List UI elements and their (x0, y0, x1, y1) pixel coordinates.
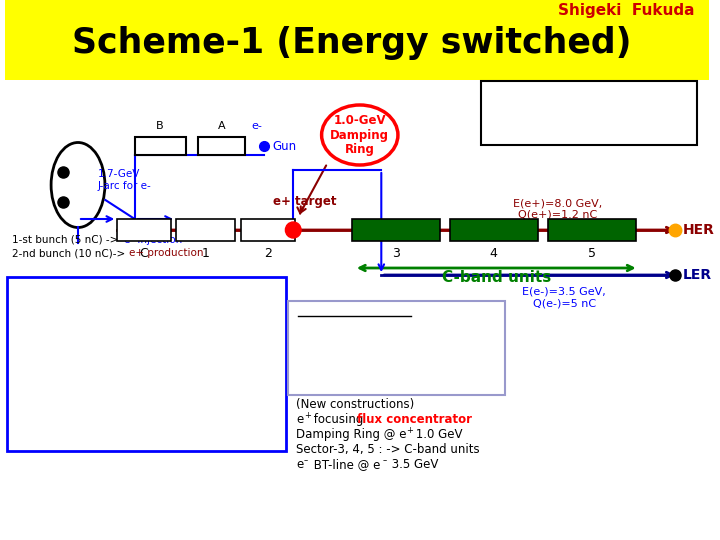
Text: +: + (304, 411, 311, 420)
Text: focusing: focusing (310, 413, 367, 426)
Text: e+ : 0.6 nC x 2 -> 1.2 nC x 1: e+ : 0.6 nC x 2 -> 1.2 nC x 1 (490, 102, 640, 112)
Bar (4, 0, 709, 80)
Text: e-: e- (251, 121, 263, 131)
Text: C-band units: C-band units (442, 270, 552, 285)
Text: e: e (296, 413, 303, 426)
Text: Shigeki  Fukuda: Shigeki Fukuda (558, 3, 694, 18)
Text: the gun are used for: the gun are used for (17, 330, 179, 344)
Text: –: – (304, 456, 308, 465)
Text: simultaneous injection of e-: simultaneous injection of e- (17, 349, 235, 363)
Text: e+ target: e+ target (273, 195, 337, 208)
Text: -> C-band: 2.56 GeV/sector: -> C-band: 2.56 GeV/sector (298, 345, 482, 358)
Text: e- : 1.0 nC x 1 -> 5.0 nC x1: e- : 1.0 nC x 1 -> 5.0 nC x1 (490, 116, 632, 126)
Text: 2: 2 (264, 247, 272, 260)
Text: e+ energy is boosted by the: e+ energy is boosted by the (17, 292, 238, 306)
Text: 1.7-GeV
J-arc for e-: 1.7-GeV J-arc for e- (98, 169, 151, 191)
FancyBboxPatch shape (481, 81, 697, 145)
Text: e: e (296, 458, 303, 471)
Bar (548, 219, 636, 241)
Text: 1.0 GeV: 1.0 GeV (412, 428, 462, 441)
Text: e- Injection: e- Injection (124, 235, 182, 245)
Text: LER: LER (683, 268, 712, 282)
Bar (450, 219, 538, 241)
Text: Intensity upgrade: Intensity upgrade (490, 88, 589, 98)
Text: HER: HER (683, 223, 714, 237)
Text: E(e-)=3.5 GeV,
Q(e-)=5 nC: E(e-)=3.5 GeV, Q(e-)=5 nC (523, 287, 606, 308)
Text: 3.5 GeV: 3.5 GeV (388, 458, 438, 471)
Text: e+ production: e+ production (129, 248, 203, 258)
Ellipse shape (322, 105, 398, 165)
Text: +: + (406, 426, 413, 435)
Text: 1.0-GeV
Damping
Ring: 1.0-GeV Damping Ring (330, 113, 390, 157)
Text: –: – (382, 456, 387, 465)
Bar (198, 137, 246, 155)
Text: Gun: Gun (273, 139, 297, 152)
Bar (241, 219, 295, 241)
Text: flux concentrator: flux concentrator (357, 413, 472, 426)
Bar (352, 219, 440, 241)
Text: 3: 3 (392, 247, 400, 260)
Circle shape (285, 222, 301, 238)
Text: C-band units.  2-bunches from: C-band units. 2-bunches from (17, 311, 255, 325)
Bar (176, 219, 235, 241)
Text: S-band: 1.28 GeV/sector: S-band: 1.28 GeV/sector (298, 322, 461, 335)
Text: Damping Ring @ e: Damping Ring @ e (296, 428, 407, 441)
Text: 5: 5 (588, 247, 595, 260)
Bar (135, 137, 186, 155)
Text: 1-st bunch (5 nC) ->: 1-st bunch (5 nC) -> (12, 235, 122, 245)
Text: (New constructions): (New constructions) (296, 398, 415, 411)
Text: Scheme-1 (Energy switched): Scheme-1 (Energy switched) (72, 26, 631, 60)
Bar (117, 219, 171, 241)
Text: Sector-3, 4, 5 : -> C-band units: Sector-3, 4, 5 : -> C-band units (296, 443, 480, 456)
FancyBboxPatch shape (288, 301, 505, 395)
Text: 2-nd bunch (10 nC)->: 2-nd bunch (10 nC)-> (12, 248, 129, 258)
FancyBboxPatch shape (6, 277, 287, 451)
Text: RF pulse.: RF pulse. (17, 387, 90, 401)
Text: A: A (218, 121, 225, 131)
Text: E(e+)=8.0 GeV,
Q(e+)=1.2 nC: E(e+)=8.0 GeV, Q(e+)=1.2 nC (513, 198, 602, 220)
Text: BT-line @ e: BT-line @ e (310, 458, 380, 471)
Ellipse shape (51, 143, 105, 227)
Text: 4: 4 (490, 247, 498, 260)
Text: B: B (156, 121, 164, 131)
Text: 1: 1 (202, 247, 209, 260)
Text: (LER) and e+ (HER) in a same: (LER) and e+ (HER) in a same (17, 368, 249, 382)
Text: C: C (140, 247, 148, 260)
Text: Energy gain: Energy gain (298, 308, 387, 321)
